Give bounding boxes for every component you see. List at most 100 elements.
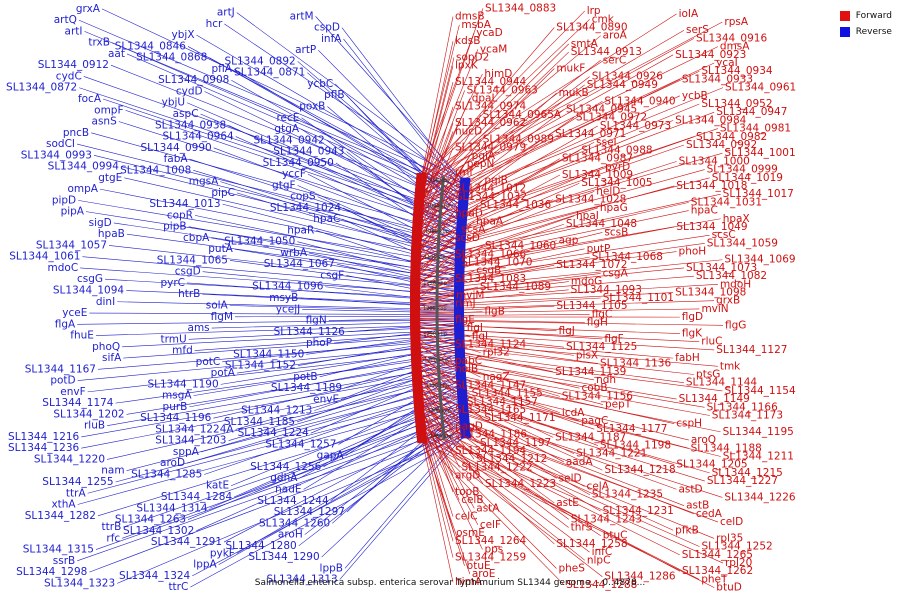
gene-label: msbA: [461, 19, 491, 31]
connector-line: [421, 13, 677, 178]
reverse-feature: [454, 281, 465, 285]
connector-line: [124, 177, 461, 255]
reverse-feature: [457, 393, 468, 397]
connector-line: [344, 428, 466, 569]
reverse-feature: [457, 390, 468, 394]
gene-label: SL1344_1302: [123, 525, 194, 537]
reverse-feature: [454, 276, 465, 280]
gene-label: icdA: [562, 407, 585, 419]
gene-label: SL1344_1286: [604, 571, 676, 583]
tick-mark: [431, 205, 439, 207]
gene-label: phoQ: [92, 341, 120, 353]
gene-label: SL1344_0974: [455, 101, 527, 113]
gene-label: SL1344_1005: [581, 177, 652, 189]
gene-label: hpaA: [476, 215, 504, 227]
gene-label: rluB: [84, 420, 105, 432]
gene-label: SL1344_1259: [455, 552, 526, 564]
reverse-feature: [454, 279, 465, 283]
gene-label: rpsA: [724, 16, 748, 28]
gene-label: aat: [108, 48, 125, 60]
gene-label: ybjX: [172, 29, 195, 41]
reverse-feature: [454, 256, 465, 260]
connector-line: [304, 413, 464, 535]
tick-label: 1100 kbp: [424, 255, 448, 261]
connector-line: [77, 319, 460, 325]
gene-label: ams: [188, 322, 210, 334]
backbone-arc: [435, 176, 446, 441]
reverse-feature: [460, 435, 471, 439]
gene-label: SL1344_0979: [455, 142, 526, 154]
reverse-feature: [454, 298, 465, 302]
connector-line: [102, 98, 463, 220]
gene-label: SL1344_1147: [455, 379, 526, 391]
reverse-feature: [456, 227, 467, 231]
gene-label: SL1344_0947: [716, 106, 787, 118]
reverse-feature: [456, 378, 467, 382]
reverse-feature: [459, 191, 470, 195]
gene-label: SL1344_1223: [485, 478, 556, 490]
connector-line: [77, 344, 460, 381]
connector-line: [415, 232, 603, 279]
connector-line: [91, 132, 462, 235]
gene-label: artM: [290, 10, 314, 22]
gene-label: SL1344_0971: [555, 128, 626, 140]
gene-label: fabH: [675, 352, 700, 364]
connector-line: [115, 389, 462, 483]
reverse-feature: [459, 421, 470, 425]
gene-label: SL1344_1282: [25, 510, 96, 522]
connector-line: [327, 106, 462, 223]
connector-line: [420, 426, 680, 556]
connector-line: [415, 215, 575, 271]
gene-label: SL1344_1083: [455, 273, 526, 285]
reverse-feature: [459, 182, 470, 186]
connector-line: [192, 431, 466, 577]
reverse-feature: [454, 331, 465, 335]
forward-swatch: [839, 11, 850, 21]
gene-label: SL1344_1032: [456, 191, 527, 203]
gene-label: ptsG: [696, 369, 720, 381]
connector-line: [95, 419, 465, 550]
connector-line: [125, 109, 462, 225]
gene-label: SL1344_1093: [571, 284, 642, 296]
gene-label: SL1344_1285: [131, 468, 202, 480]
reverse-feature: [457, 216, 468, 220]
connector-line: [106, 379, 462, 460]
connector-line: [117, 301, 460, 310]
gene-label: SL1344_1256: [250, 461, 322, 473]
map-caption: Salmonella enterica subsp. enterica sero…: [254, 578, 646, 588]
connector-line: [76, 143, 461, 240]
connector-line: [421, 440, 565, 586]
connector-line: [416, 364, 580, 422]
connector-line: [419, 51, 569, 195]
gene-label: ycejJ: [276, 303, 300, 315]
reverse-feature: [454, 328, 465, 332]
gene-label: SL1344_0972: [576, 112, 647, 124]
gene-label: helD: [596, 185, 620, 197]
gene-label: SL1344_1125: [566, 341, 637, 353]
gene-label: SL1344_1061: [9, 251, 80, 263]
reverse-feature: [455, 358, 466, 362]
gene-label: SL1344_1150: [233, 348, 304, 360]
connector-line: [417, 386, 460, 468]
gene-label: astB: [686, 500, 709, 512]
gene-labels: grxA artJ artM artQ hcr cspD artI ybjX infA trxB S…: [6, 2, 796, 593]
reverse-feature: [455, 363, 466, 367]
reverse-feature: [454, 339, 465, 344]
connector-line: [416, 152, 723, 242]
gene-label: lrp: [587, 5, 601, 17]
connector-line: [77, 424, 465, 562]
connector-line: [81, 369, 461, 438]
gene-label: SL1344_1048: [566, 218, 637, 230]
gene-label: SL1344_0938: [155, 119, 226, 131]
gene-label: SL1344_0912: [38, 59, 109, 71]
connector-line: [416, 166, 604, 248]
gene-label: cspH: [676, 418, 702, 430]
tick-label: 1450 kbp: [430, 434, 454, 440]
gene-label: trmU: [161, 333, 187, 345]
reverse-feature: [456, 381, 467, 385]
gene-label: rfc: [106, 532, 120, 544]
gene-label: cbpA: [183, 232, 210, 244]
gene-label: ompF: [94, 104, 123, 116]
gene-label: SL1344_1001: [724, 147, 795, 159]
gene-label: artJ: [217, 7, 235, 19]
